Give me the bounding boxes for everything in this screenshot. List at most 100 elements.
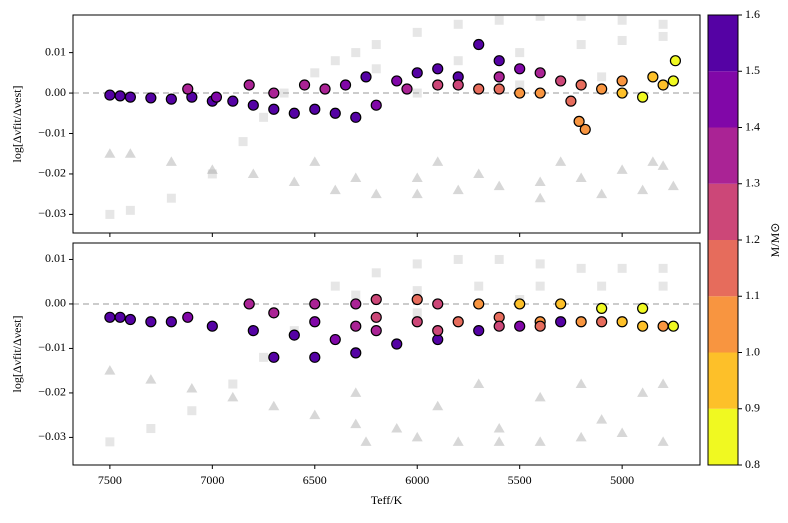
triangle-point [360, 436, 372, 446]
triangle-point [657, 436, 669, 446]
square-point [535, 15, 545, 21]
square-point [279, 88, 289, 98]
mass-point [534, 320, 546, 332]
y-tick-label: 0.00 [45, 296, 66, 310]
colorbar-segment [708, 296, 738, 353]
mass-point [104, 89, 116, 101]
triangle-point [493, 180, 505, 191]
square-point [494, 254, 504, 264]
triangle-point [350, 418, 362, 429]
mass-point [514, 63, 526, 75]
square-point [125, 205, 135, 215]
mass-point [473, 38, 485, 51]
colorbar-segment [708, 408, 738, 465]
x-tick-label: 5500 [508, 473, 532, 487]
mass-point [309, 351, 321, 363]
y-tick-label: −0.01 [38, 125, 66, 139]
mass-point [309, 298, 321, 310]
mass-point [657, 79, 669, 91]
mass-point [268, 87, 280, 99]
triangle-point [575, 378, 587, 389]
mass-point [370, 293, 382, 306]
square-point [146, 424, 156, 434]
square-point [412, 308, 422, 318]
mass-point [329, 107, 341, 119]
mass-point [247, 325, 259, 337]
mass-point [432, 79, 444, 91]
square-point [259, 352, 269, 362]
colorbar-tick-label: 1.6 [745, 7, 760, 21]
square-point [412, 27, 422, 37]
square-point [310, 68, 320, 78]
triangle-point [596, 188, 608, 199]
mass-point [210, 91, 223, 103]
triangle-point [493, 423, 505, 433]
triangle-point [268, 400, 280, 411]
mass-point [575, 79, 587, 91]
mass-point [243, 79, 255, 91]
square-point [515, 48, 525, 58]
mass-point [432, 298, 444, 310]
mass-point [473, 325, 485, 337]
triangle-point [411, 431, 423, 442]
y-tick-label: −0.02 [38, 166, 66, 180]
mass-point [667, 75, 679, 87]
mass-point [165, 316, 177, 328]
mass-point [268, 103, 280, 115]
mass-point [493, 83, 505, 95]
axes-frame [72, 242, 701, 466]
mass-point [124, 313, 136, 326]
square-point [576, 15, 586, 21]
mass-point [319, 83, 331, 95]
mass-point [350, 298, 362, 310]
triangle-point [309, 409, 321, 420]
colorbar-label: M/M⊙ [768, 223, 782, 258]
mass-point [473, 298, 485, 310]
square-point [617, 263, 627, 273]
x-axis-label: Teff/K [371, 493, 403, 507]
mass-point [493, 320, 505, 332]
mass-point [145, 316, 157, 328]
triangle-point [555, 156, 567, 166]
triangle-point [206, 164, 218, 174]
triangle-point [309, 156, 321, 166]
triangle-point [350, 172, 362, 182]
square-point [330, 56, 340, 66]
square-point [617, 35, 627, 45]
mass-point [182, 83, 194, 95]
mass-point [227, 95, 239, 107]
square-point [576, 263, 586, 273]
colorbar-tick-label: 0.8 [745, 457, 760, 471]
square-point [658, 31, 668, 41]
mass-point [104, 311, 116, 323]
y-axis-label: log[Δνfit/Δνest] [10, 316, 24, 393]
y-tick-label: −0.03 [38, 429, 66, 443]
colorbar-segment [708, 71, 738, 128]
mass-point [473, 83, 485, 95]
mass-point [370, 325, 382, 337]
triangle-point [104, 148, 116, 158]
colorbar-tick-label: 1.3 [745, 176, 760, 190]
triangle-point [186, 382, 198, 393]
mass-point [452, 316, 464, 328]
mass-point [555, 298, 567, 310]
mass-point [370, 311, 382, 323]
triangle-point [350, 387, 362, 397]
mass-point [411, 67, 423, 79]
triangle-point [647, 156, 659, 166]
square-point [494, 15, 504, 25]
mass-point [432, 63, 444, 75]
square-point [576, 40, 586, 50]
y-tick-label: −0.02 [38, 385, 66, 399]
axes-frame [72, 14, 701, 234]
square-point [617, 15, 627, 25]
mass-point [555, 75, 567, 87]
mass-point [514, 320, 526, 332]
mass-point [575, 316, 587, 328]
square-point [412, 259, 422, 269]
triangle-point [452, 184, 464, 195]
square-point [515, 80, 525, 90]
mass-point [534, 67, 546, 79]
y-tick-label: 0.01 [45, 251, 66, 265]
